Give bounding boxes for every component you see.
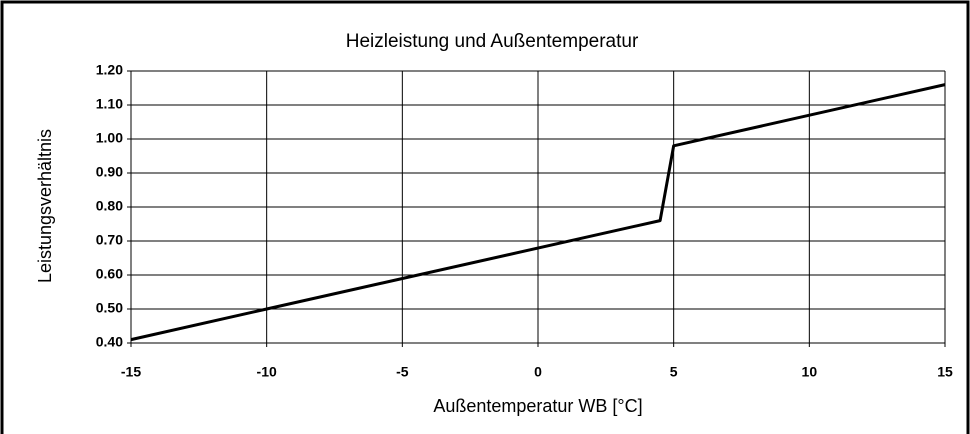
x-tick-label: 10	[802, 364, 818, 380]
x-tick-label: -5	[396, 364, 409, 380]
x-tick-label: -10	[257, 364, 277, 380]
y-tick-label: 1.10	[96, 96, 123, 112]
x-tick-label: 15	[937, 364, 953, 380]
data-line	[130, 83, 946, 342]
chart-title: Heizleistung und Außentemperatur	[346, 31, 639, 52]
y-tick-label: 0.50	[96, 300, 123, 316]
y-tick-label: 0.40	[96, 334, 123, 350]
x-tick-label: 5	[670, 364, 678, 380]
y-tick-label: 1.20	[96, 62, 123, 78]
y-tick-label: 0.90	[96, 164, 123, 180]
y-tick-label: 0.70	[96, 232, 123, 248]
x-axis-label: Außentemperatur WB [°C]	[433, 396, 642, 416]
y-tick-label: 0.60	[96, 266, 123, 282]
y-tick-label: 0.80	[96, 198, 123, 214]
y-tick-label: 1.00	[96, 130, 123, 146]
y-axis-label: Leistungsverhältnis	[35, 129, 55, 283]
x-tick-label: -15	[121, 364, 141, 380]
x-tick-label: 0	[534, 364, 542, 380]
